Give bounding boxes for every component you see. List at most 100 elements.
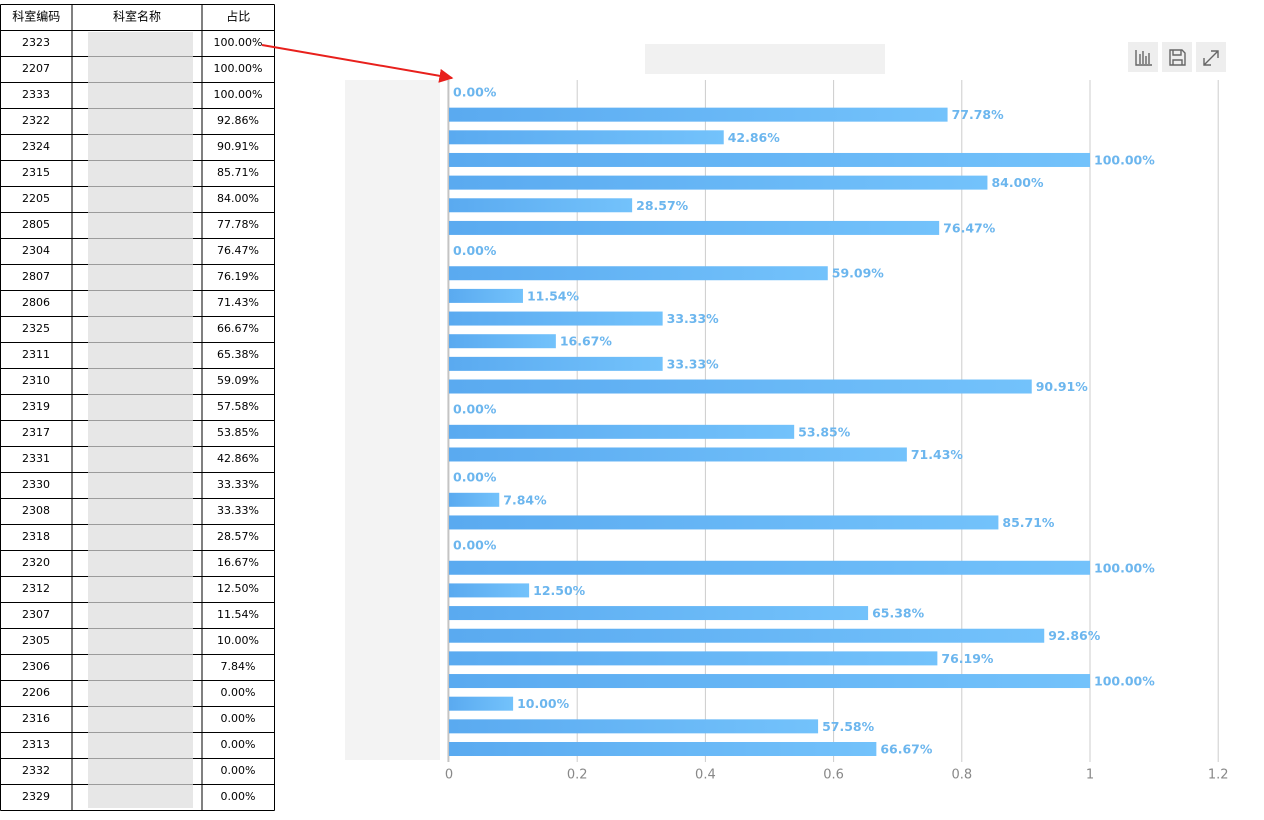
value-label: 0.00% — [453, 85, 497, 100]
chart: 0 0.2 0.4 0.6 0.8 1 1.2 0.00% 77.78% 42.86% 100.00… — [345, 44, 1229, 783]
dept-code: 2315 — [22, 166, 50, 179]
x-tick-label: 1.2 — [1208, 768, 1229, 783]
value-label: 10.00% — [517, 696, 570, 711]
dept-code: 2307 — [22, 608, 50, 621]
dept-code: 2323 — [22, 36, 50, 49]
ratio: 7.84% — [221, 660, 256, 673]
blurred-title — [645, 44, 885, 74]
ratio: 90.91% — [217, 140, 259, 153]
fullscreen-button[interactable] — [1196, 42, 1226, 72]
x-tick-label: 0.8 — [951, 768, 972, 783]
value-label: 76.47% — [943, 220, 996, 235]
x-tick-label: 0.2 — [567, 768, 588, 783]
save-icon — [1169, 49, 1186, 66]
dept-code: 2325 — [22, 322, 50, 335]
ratio: 84.00% — [217, 192, 259, 205]
bar — [449, 583, 530, 598]
dept-code: 2317 — [22, 426, 50, 439]
x-tick-label: 0 — [445, 768, 453, 783]
blurred-names — [88, 32, 193, 808]
value-label: 100.00% — [1094, 560, 1155, 575]
value-label: 0.00% — [453, 402, 497, 417]
ratio: 0.00% — [221, 712, 256, 725]
bar — [449, 628, 1045, 643]
value-label: 12.50% — [533, 583, 586, 598]
annotation-arrow — [261, 44, 454, 83]
bar — [449, 515, 999, 530]
ratio: 12.50% — [217, 582, 259, 595]
x-tick-label: 0.6 — [823, 768, 844, 783]
dept-code: 2332 — [22, 764, 50, 777]
bar-icon — [1135, 50, 1152, 66]
value-label: 16.67% — [560, 334, 613, 349]
value-label: 0.00% — [453, 243, 497, 258]
bar — [449, 560, 1090, 575]
dept-code: 2205 — [22, 192, 50, 205]
ratio: 53.85% — [217, 426, 259, 439]
ratio: 16.67% — [217, 556, 259, 569]
bar — [449, 334, 556, 349]
bar — [449, 696, 514, 711]
save-button[interactable] — [1162, 42, 1192, 72]
value-label: 100.00% — [1094, 674, 1155, 689]
table-header: 占比 — [226, 9, 250, 24]
dept-code: 2312 — [22, 582, 50, 595]
dept-code: 2333 — [22, 88, 50, 101]
value-label: 0.00% — [453, 470, 497, 485]
dept-code: 2306 — [22, 660, 50, 673]
dept-code: 2329 — [22, 790, 50, 803]
value-label: 59.09% — [832, 266, 885, 281]
fullscreen-icon — [1203, 50, 1219, 66]
value-label: 53.85% — [798, 424, 851, 439]
value-label: 66.67% — [880, 742, 933, 757]
bar — [449, 198, 633, 213]
dept-code: 2330 — [22, 478, 50, 491]
dept-code: 2206 — [22, 686, 50, 699]
bar — [449, 107, 948, 122]
dept-code: 2305 — [22, 634, 50, 647]
dept-code: 2322 — [22, 114, 50, 127]
ratio: 66.67% — [217, 322, 259, 335]
ratio: 59.09% — [217, 374, 259, 387]
bar — [449, 130, 724, 145]
dept-code: 2319 — [22, 400, 50, 413]
bar — [449, 606, 869, 621]
ratio: 0.00% — [221, 686, 256, 699]
x-tick-label: 1 — [1086, 768, 1094, 783]
blurred-labels — [345, 80, 440, 760]
value-label: 76.19% — [941, 651, 994, 666]
dept-code: 2311 — [22, 348, 50, 361]
value-label: 100.00% — [1094, 152, 1155, 167]
bar — [449, 356, 663, 371]
dept-code: 2331 — [22, 452, 50, 465]
value-label: 65.38% — [872, 606, 925, 621]
ratio: 10.00% — [217, 634, 259, 647]
dept-code: 2806 — [22, 296, 50, 309]
value-label: 77.78% — [952, 107, 1005, 122]
ratio: 42.86% — [217, 452, 259, 465]
bar — [449, 742, 877, 756]
bar — [449, 492, 500, 507]
ratio: 33.33% — [217, 504, 259, 517]
bar — [449, 424, 795, 439]
ratio: 85.71% — [217, 166, 259, 179]
bar — [449, 447, 907, 462]
bar — [449, 674, 1090, 689]
ratio: 92.86% — [217, 114, 259, 127]
value-label: 42.86% — [728, 130, 781, 145]
value-label: 92.86% — [1048, 628, 1101, 643]
x-tick-label: 0.4 — [695, 768, 716, 783]
value-label: 84.00% — [991, 175, 1044, 190]
ratio: 77.78% — [217, 218, 259, 231]
ratio: 76.47% — [217, 244, 259, 257]
value-label: 33.33% — [667, 311, 720, 326]
dept-code: 2310 — [22, 374, 50, 387]
dept-code: 2318 — [22, 530, 50, 543]
bar — [449, 266, 828, 281]
value-label: 57.58% — [822, 719, 875, 734]
ratio: 71.43% — [217, 296, 259, 309]
bar — [449, 311, 663, 326]
dept-code: 2807 — [22, 270, 50, 283]
value-label: 71.43% — [911, 447, 964, 462]
ratio: 100.00% — [214, 62, 263, 75]
